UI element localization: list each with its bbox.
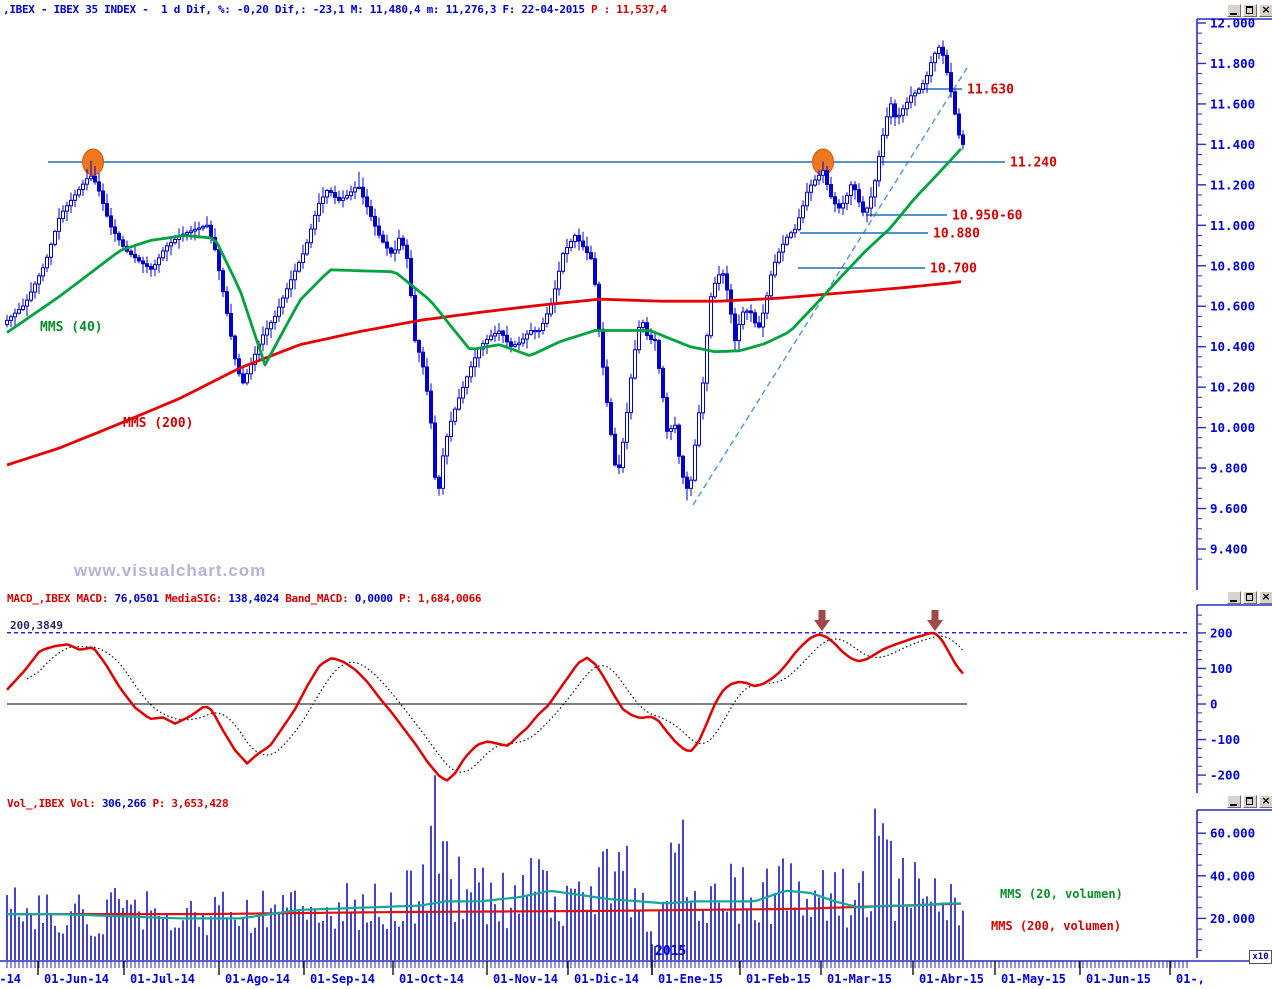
mms40-line — [6, 147, 963, 367]
svg-text:01-Abr-15: 01-Abr-15 — [919, 972, 984, 986]
price-window-controls — [1227, 3, 1272, 17]
svg-text:10.200: 10.200 — [1210, 380, 1255, 395]
minimize-icon[interactable] — [1227, 795, 1241, 808]
svg-text:10.800: 10.800 — [1210, 258, 1255, 273]
down-arrow-marker — [927, 610, 943, 631]
svg-text:01-Dic-14: 01-Dic-14 — [574, 972, 639, 986]
svg-text:20.000: 20.000 — [1210, 911, 1255, 926]
svg-text:01-,: 01-, — [1176, 972, 1205, 986]
price-level-label: 10.950-60 — [952, 209, 1023, 224]
close-icon[interactable] — [1259, 590, 1272, 604]
maximize-icon[interactable] — [1243, 4, 1257, 17]
volume-series[interactable] — [6, 775, 964, 960]
maximize-icon[interactable] — [1243, 795, 1257, 808]
macd-window-controls — [1227, 590, 1272, 604]
candlestick-series[interactable] — [5, 40, 965, 501]
svg-text:0: 0 — [1210, 697, 1218, 712]
svg-text:40.000: 40.000 — [1210, 868, 1255, 883]
price-axis[interactable]: 12.000 11.800 11.600 11.400 11.200 11.000 10.8… — [1196, 16, 1272, 591]
svg-text:60.000: 60.000 — [1210, 826, 1255, 841]
macd-series[interactable] — [6, 610, 1190, 782]
svg-text:01-Oct-14: 01-Oct-14 — [399, 972, 464, 986]
svg-text:100: 100 — [1210, 661, 1233, 676]
svg-text:200: 200 — [1210, 625, 1233, 640]
svg-text:01-May-15: 01-May-15 — [1001, 972, 1066, 986]
svg-text:01-Sep-14: 01-Sep-14 — [310, 972, 375, 986]
svg-text:11.200: 11.200 — [1210, 177, 1255, 192]
price-level-label: 10.880 — [933, 227, 980, 242]
svg-text:9.600: 9.600 — [1210, 501, 1248, 516]
volume-mms200-line — [7, 902, 962, 916]
svg-text:9.800: 9.800 — [1210, 461, 1248, 476]
minimize-icon[interactable] — [1227, 4, 1241, 17]
orange-marker — [82, 148, 104, 176]
svg-text:01-Jul-14: 01-Jul-14 — [130, 972, 195, 986]
svg-text:10.600: 10.600 — [1210, 299, 1255, 314]
svg-text:01-Ene-15: 01-Ene-15 — [658, 972, 723, 986]
svg-text:01-May-14: 01-May-14 — [0, 972, 21, 986]
mms200-line — [6, 280, 962, 467]
minimize-icon[interactable] — [1227, 591, 1241, 604]
price-level-label: 11.240 — [1010, 156, 1057, 171]
macd-axis[interactable]: 200 100 0 -100 -200 — [1196, 604, 1272, 793]
svg-text:01-Feb-15: 01-Feb-15 — [746, 972, 811, 986]
svg-text:11.800: 11.800 — [1210, 56, 1255, 71]
svg-text:01-Jun-15: 01-Jun-15 — [1086, 972, 1151, 986]
svg-text:9.400: 9.400 — [1210, 541, 1248, 556]
close-icon[interactable] — [1259, 3, 1272, 17]
svg-text:01-Ago-14: 01-Ago-14 — [225, 972, 290, 986]
svg-text:12.000: 12.000 — [1210, 16, 1255, 31]
maximize-icon[interactable] — [1243, 591, 1257, 604]
svg-text:11.600: 11.600 — [1210, 96, 1255, 111]
macd-line — [6, 631, 964, 782]
svg-text:-100: -100 — [1210, 732, 1240, 747]
volume-mms20-line — [7, 889, 961, 920]
price-level-label: 10.700 — [930, 262, 977, 277]
price-annotations[interactable]: 11.630 11.240 10.950-60 10.880 10.700 — [48, 67, 1057, 506]
volume-axis[interactable]: 60.000 40.000 20.000 — [1196, 809, 1272, 958]
svg-text:01-Jun-14: 01-Jun-14 — [44, 972, 109, 986]
close-icon[interactable] — [1259, 794, 1272, 808]
svg-text:10.400: 10.400 — [1210, 339, 1255, 354]
x-axis[interactable]: 01-May-14 01-Jun-14 01-Jul-14 01-Ago-14 01-S… — [0, 944, 1252, 986]
svg-text:-200: -200 — [1210, 768, 1240, 783]
svg-text:01-Nov-14: 01-Nov-14 — [493, 972, 558, 986]
price-level-label: 11.630 — [967, 83, 1014, 98]
svg-text:11.400: 11.400 — [1210, 137, 1255, 152]
volume-window-controls — [1227, 794, 1272, 808]
down-arrow-marker — [814, 610, 830, 631]
svg-text:11.000: 11.000 — [1210, 218, 1255, 233]
svg-text:10.000: 10.000 — [1210, 420, 1255, 435]
svg-text:01-Mar-15: 01-Mar-15 — [827, 972, 892, 986]
